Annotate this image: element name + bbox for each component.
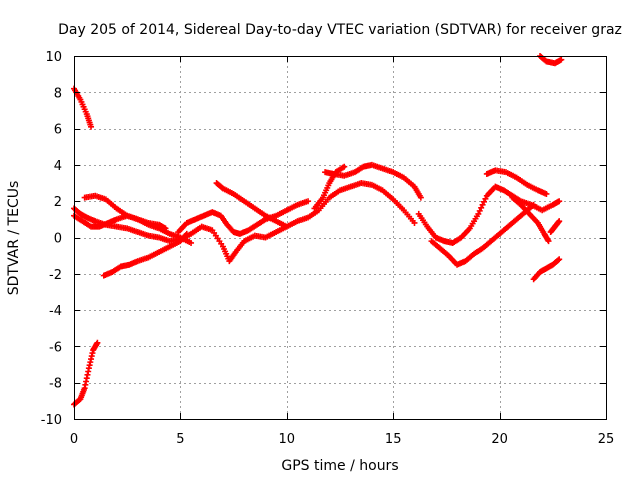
- data-point: [556, 218, 563, 225]
- y-tick-label: -6: [49, 340, 62, 355]
- y-tick-label: -2: [49, 268, 62, 283]
- data-point: [556, 256, 563, 263]
- x-tick-label: 20: [491, 432, 508, 447]
- y-tick-label: 8: [54, 86, 62, 101]
- series-arc-12: [509, 194, 552, 245]
- series-arc-6: [175, 198, 312, 237]
- y-tick-labels: -10 -8 -6 -4 -2 0 2 4 6 8 10: [41, 50, 62, 428]
- chart-title: Day 205 of 2014, Sidereal Day-to-day VTE…: [58, 22, 622, 38]
- axis-ticks: [74, 56, 607, 420]
- y-tick-label: 0: [54, 232, 62, 247]
- x-axis-label: GPS time / hours: [281, 458, 398, 474]
- series-arc-7: [322, 161, 424, 201]
- y-tick-label: -4: [49, 304, 62, 319]
- data-point: [283, 223, 290, 230]
- data-point: [188, 239, 195, 246]
- data-point: [543, 190, 550, 197]
- data-point: [556, 198, 563, 205]
- series-arc-1: [71, 180, 418, 265]
- y-tick-label: -8: [49, 377, 62, 392]
- data-point: [530, 201, 537, 208]
- series-arc-16: [71, 85, 95, 130]
- series-arc-10: [428, 201, 537, 268]
- y-axis-label: SDTVAR / TECUs: [6, 181, 22, 296]
- data-point: [305, 198, 312, 205]
- series-arc-3: [100, 230, 190, 279]
- grid: [74, 56, 606, 419]
- data-point: [341, 163, 348, 170]
- y-tick-label: -10: [41, 413, 62, 428]
- series-arc-4: [81, 192, 169, 232]
- data-point: [478, 204, 485, 211]
- data-point: [476, 207, 483, 214]
- series-arc-13: [547, 218, 563, 236]
- data-point: [162, 225, 169, 232]
- x-tick-label: 10: [279, 432, 296, 447]
- data-point: [558, 56, 565, 63]
- series-arc-17: [71, 339, 101, 408]
- y-tick-label: 10: [45, 50, 62, 65]
- data-series: [71, 53, 565, 408]
- data-point: [555, 257, 562, 264]
- data-point: [417, 194, 424, 201]
- y-tick-label: 2: [54, 195, 62, 210]
- x-tick-label: 5: [176, 432, 184, 447]
- series-arc-8: [311, 163, 348, 212]
- x-tick-label: 0: [70, 432, 78, 447]
- x-tick-labels: 0 5 10 15 20 25: [70, 432, 614, 447]
- data-point: [183, 230, 190, 237]
- data-point: [545, 238, 552, 245]
- series-arc-15: [537, 53, 565, 67]
- data-point: [475, 210, 482, 217]
- y-tick-label: 4: [54, 159, 62, 174]
- series-arc-14: [530, 256, 563, 283]
- x-tick-label: 25: [598, 432, 615, 447]
- data-point: [88, 123, 95, 130]
- data-point: [479, 201, 486, 208]
- data-point: [480, 198, 487, 205]
- data-point: [482, 195, 489, 202]
- data-point: [411, 219, 418, 226]
- series-arc-11: [483, 167, 550, 197]
- data-point: [94, 339, 101, 346]
- y-tick-label: 6: [54, 123, 62, 138]
- x-tick-label: 15: [385, 432, 402, 447]
